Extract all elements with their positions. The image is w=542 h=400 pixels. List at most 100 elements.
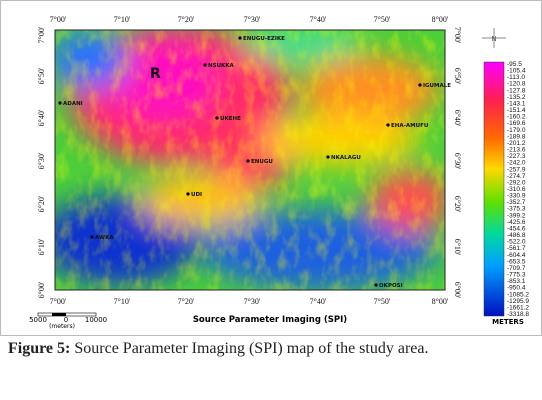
colorbar-label: -201.2: [507, 140, 526, 147]
place-label: UDI: [191, 192, 202, 198]
place-marker: [246, 159, 250, 163]
place-marker: [90, 235, 94, 239]
colorbar-label: -143.1: [507, 100, 526, 107]
place-marker: [418, 83, 422, 87]
place-label: OKPOSI: [379, 283, 403, 289]
place-label: ADANI: [63, 101, 83, 107]
colorbar-label: -653.5: [507, 258, 526, 265]
place-label: ENUGU: [251, 159, 273, 165]
colorbar-label: -709.7: [507, 265, 526, 272]
place-label: UKEHE: [220, 116, 241, 122]
colorbar-label: -242.0: [507, 160, 526, 167]
colorbar-label: -1661.2: [507, 304, 529, 311]
place-label: NSUKKA: [208, 63, 235, 69]
colorbar-label: -120.8: [507, 81, 526, 88]
bottom-tick-label: 7°50': [374, 297, 391, 306]
place-marker: [386, 123, 390, 127]
scale-right: 10000: [85, 316, 107, 324]
left-tick-label: 6°10': [37, 238, 46, 255]
place-marker: [215, 116, 219, 120]
place-marker: [374, 283, 378, 287]
place-marker: [186, 192, 190, 196]
map-subtitle: Source Parameter Imaging (SPI): [193, 315, 347, 325]
place-label: AWKA: [95, 235, 114, 241]
colorbar-label: -425.6: [507, 219, 526, 226]
scale-left: 5000: [29, 316, 47, 324]
right-tick-label: 6°40': [453, 110, 462, 127]
colorbar-label: -352.7: [507, 199, 526, 206]
colorbar-label: -853.1: [507, 278, 526, 285]
colorbar-label: -179.0: [507, 127, 526, 134]
right-tick-label: 6°50': [453, 68, 462, 85]
caption: Figure 5: Source Parameter Imaging (SPI)…: [8, 338, 534, 360]
place-marker: [203, 63, 207, 67]
colorbar-label: -160.2: [507, 114, 526, 121]
right-tick-label: 6°00': [453, 282, 462, 299]
right-tick-label: 6°30': [453, 153, 462, 170]
colorbar-label: -950.4: [507, 285, 526, 292]
colorbar-label: -169.6: [507, 120, 526, 127]
region-label: R: [150, 66, 161, 82]
colorbar-label: -3318.8: [507, 311, 529, 318]
place-label: IGUMALE: [423, 83, 451, 89]
place-label: EHA-AMUFU: [391, 123, 428, 129]
left-tick-label: 6°40': [37, 109, 46, 126]
top-tick-label: 7°10': [114, 15, 131, 24]
bottom-tick-label: 7°40': [310, 297, 327, 306]
colorbar-label: -113.0: [507, 74, 525, 81]
left-tick-label: 6°20': [37, 195, 46, 212]
colorbar-unit: METERS: [492, 318, 524, 326]
colorbar-label: -135.2: [507, 94, 526, 101]
place-marker: [58, 101, 62, 105]
colorbar-label: -292.0: [507, 179, 526, 186]
colorbar-label: -454.6: [507, 225, 526, 232]
top-tick-label: 7°30': [244, 15, 261, 24]
colorbar-label: -151.4: [507, 107, 526, 114]
colorbar-label: -399.2: [507, 212, 526, 219]
top-tick-label: 8°00': [432, 15, 449, 24]
map-frame: [54, 29, 446, 291]
left-tick-label: 7°00': [37, 26, 46, 43]
place-marker: [326, 155, 330, 159]
colorbar-label: -375.3: [507, 206, 526, 213]
left-tick-label: 6°30': [37, 152, 46, 169]
colorbar-label: -604.4: [507, 252, 526, 259]
bottom-tick-label: 7°30': [244, 297, 261, 306]
colorbar-label: -1085.2: [507, 291, 529, 298]
colorbar-label: -105.4: [507, 68, 526, 75]
north-label: N: [491, 35, 496, 43]
top-tick-label: 7°20': [178, 15, 195, 24]
top-tick-label: 7°40': [310, 15, 327, 24]
right-tick-label: 7°00': [453, 27, 462, 44]
right-tick-label: 6°20': [453, 196, 462, 213]
map-raster: [55, 30, 445, 290]
place-label: ENUGU-EZIKE: [243, 36, 285, 42]
colorbar-label: -330.9: [507, 193, 526, 200]
left-tick-label: 6°50': [37, 67, 46, 84]
map-figure: N 7°00' 7°00' 7°10' 7°10' 7°20' 7°20' 7°30' 7°3…: [0, 0, 542, 336]
bottom-tick-label: 7°00': [50, 297, 67, 306]
colorbar-label: -310.6: [507, 186, 526, 193]
colorbar-label: -227.3: [507, 153, 526, 160]
caption-label: Figure 5:: [8, 340, 71, 357]
scale-unit: (meters): [49, 323, 75, 330]
colorbar-label: -561.7: [507, 245, 526, 252]
scale-mid: 0: [64, 316, 68, 324]
caption-text: Source Parameter Imaging (SPI) map of th…: [74, 340, 429, 357]
colorbar-label: -775.3: [507, 272, 526, 279]
north-arrow: N: [482, 28, 506, 48]
scale-bar: [37, 312, 97, 317]
colorbar-label: -257.9: [507, 166, 526, 173]
left-tick-label: 6°00': [37, 281, 46, 298]
top-tick-label: 7°50': [374, 15, 391, 24]
bottom-tick-label: 8°00': [432, 297, 449, 306]
colorbar-label: -1295.9: [507, 298, 529, 305]
place-label: NKALAGU: [331, 155, 361, 161]
colorbar-label: -274.7: [507, 173, 526, 180]
right-tick-label: 6°10': [453, 239, 462, 256]
colorbar-label: -189.8: [507, 133, 526, 140]
place-marker: [238, 36, 242, 40]
colorbar-label: -213.6: [507, 147, 526, 154]
